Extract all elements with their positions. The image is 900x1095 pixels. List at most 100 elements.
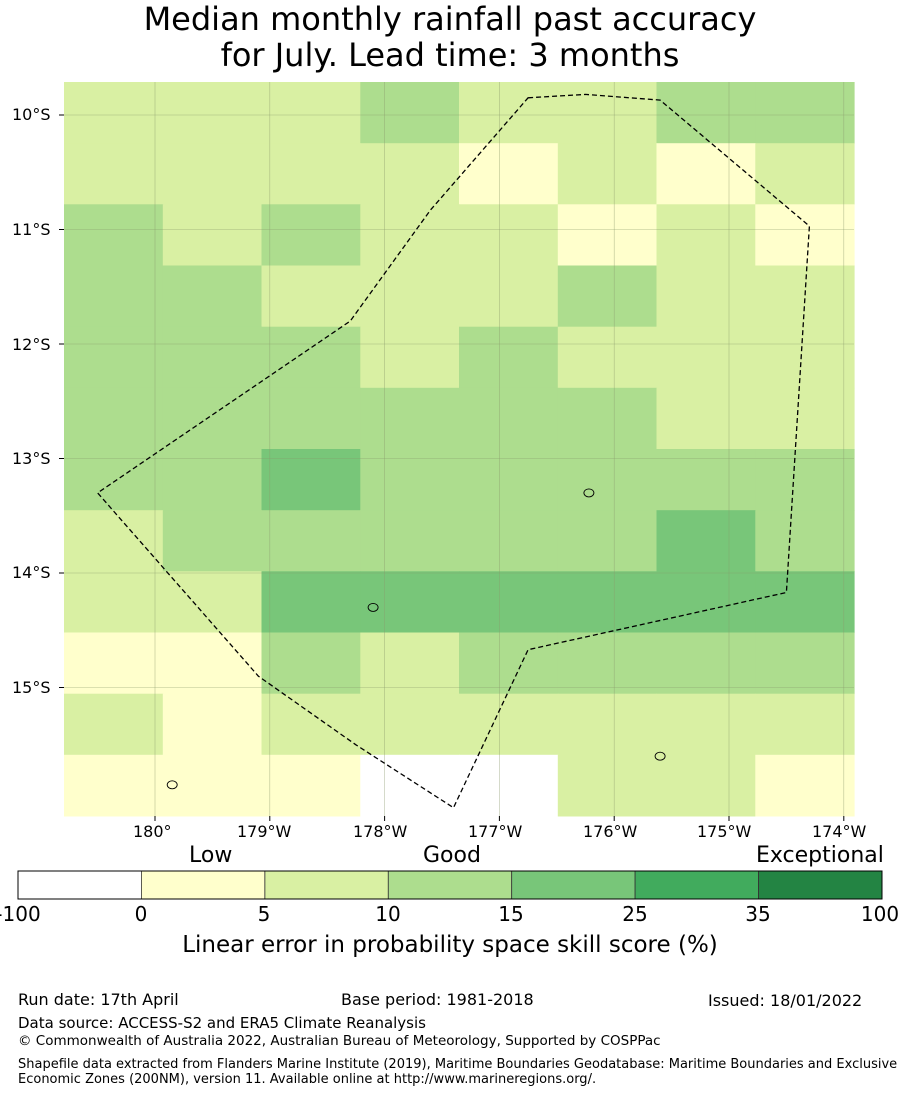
skill-cell: [459, 754, 559, 817]
colorbar-swatch: [140, 870, 266, 900]
skill-cell: [557, 693, 658, 756]
skill-cell: [360, 632, 460, 695]
skill-cell: [557, 387, 658, 450]
skill-cell: [162, 326, 263, 389]
skill-cell: [360, 754, 460, 817]
skill-cell: [360, 387, 460, 450]
shapefile-credit: Shapefile data extracted from Flanders M…: [18, 1057, 898, 1087]
skill-cell: [64, 387, 164, 450]
skill-cell: [360, 265, 460, 328]
skill-cell: [459, 265, 559, 328]
skill-cell: [64, 326, 164, 389]
skill-cell: [557, 571, 658, 633]
skill-cell: [261, 571, 361, 633]
colorbar-frame: [17, 870, 883, 900]
graticule: [59, 82, 854, 821]
lon-label-174w: 174°W: [812, 822, 867, 841]
base-period: Base period: 1981-2018: [341, 990, 534, 1009]
skill-cell: [261, 143, 361, 205]
skill-grid: [64, 82, 855, 817]
lon-label-180: 180°: [133, 822, 172, 841]
skill-cell: [755, 143, 855, 205]
skill-cell: [656, 510, 756, 572]
skill-cell: [360, 326, 460, 389]
colorbar-tick: 25: [622, 902, 648, 926]
skill-cell: [459, 143, 559, 205]
skill-cell: [755, 510, 855, 572]
lon-label-176w: 176°W: [583, 822, 638, 841]
skill-cell: [656, 632, 756, 695]
skill-cell: [459, 632, 559, 695]
skill-cell: [162, 265, 263, 328]
island-outline: [583, 488, 595, 498]
colorbar-swatch: [511, 870, 636, 900]
skill-cell: [162, 510, 263, 572]
skill-cell: [64, 632, 164, 695]
skill-cell: [656, 265, 756, 328]
skill-cell: [656, 387, 756, 450]
skill-cell: [261, 326, 361, 389]
skill-cell: [261, 387, 361, 450]
colorbar: [17, 870, 883, 900]
skill-cell: [557, 510, 658, 572]
skill-cell: [64, 754, 164, 817]
skill-cell: [557, 143, 658, 205]
skill-cell: [64, 204, 164, 266]
skill-cell: [755, 632, 855, 695]
skill-cell: [755, 265, 855, 328]
skill-cell: [162, 571, 263, 633]
skill-cell: [360, 449, 460, 511]
skill-cell: [261, 449, 361, 511]
copyright: © Commonwealth of Australia 2022, Austra…: [18, 1033, 661, 1049]
skill-cell: [755, 204, 855, 266]
colorbar-tick: 5: [257, 902, 271, 926]
skill-cell: [360, 82, 460, 144]
lat-label-12s: 12°S: [12, 335, 51, 354]
skill-cell: [162, 754, 263, 817]
skill-cell: [459, 204, 559, 266]
eez-boundary: [96, 93, 811, 809]
skill-cell: [459, 693, 559, 756]
skill-cell: [261, 265, 361, 328]
lon-label-178w: 178°W: [353, 822, 408, 841]
skill-cell: [459, 510, 559, 572]
skill-cell: [656, 754, 756, 817]
skill-cell: [656, 204, 756, 266]
skill-cell: [64, 510, 164, 572]
skill-cell: [459, 387, 559, 450]
colorbar-tick: 100: [860, 902, 900, 926]
skill-cell: [755, 326, 855, 389]
skill-cell: [755, 82, 855, 144]
lon-label-177w: 177°W: [468, 822, 523, 841]
skill-cell: [459, 82, 559, 144]
skill-cell: [162, 82, 263, 144]
category-good: Good: [423, 843, 481, 868]
skill-cell: [656, 326, 756, 389]
skill-cell: [162, 143, 263, 205]
skill-cell: [64, 265, 164, 328]
skill-cell: [755, 571, 855, 633]
skill-cell: [261, 204, 361, 266]
colorbar-swatch: [387, 870, 513, 900]
colorbar-tick: 10: [375, 902, 401, 926]
colorbar-swatch: [17, 870, 142, 900]
chart-title-line-2: for July. Lead time: 3 months: [220, 36, 680, 74]
skill-cell: [557, 326, 658, 389]
category-low: Low: [189, 843, 233, 868]
colorbar-title: Linear error in probability space skill …: [182, 932, 718, 958]
skill-cell: [64, 82, 164, 144]
skill-cell: [64, 693, 164, 756]
skill-cell: [656, 693, 756, 756]
skill-cell: [459, 571, 559, 633]
skill-cell: [261, 754, 361, 817]
skill-cell: [162, 204, 263, 266]
skill-cell: [557, 204, 658, 266]
skill-map: [17, 82, 883, 900]
coastlines: [166, 488, 666, 790]
skill-cell: [755, 754, 855, 817]
skill-cell: [755, 387, 855, 450]
skill-cell: [557, 82, 658, 144]
colorbar-tick: 35: [745, 902, 771, 926]
skill-cell: [360, 510, 460, 572]
skill-cell: [360, 204, 460, 266]
